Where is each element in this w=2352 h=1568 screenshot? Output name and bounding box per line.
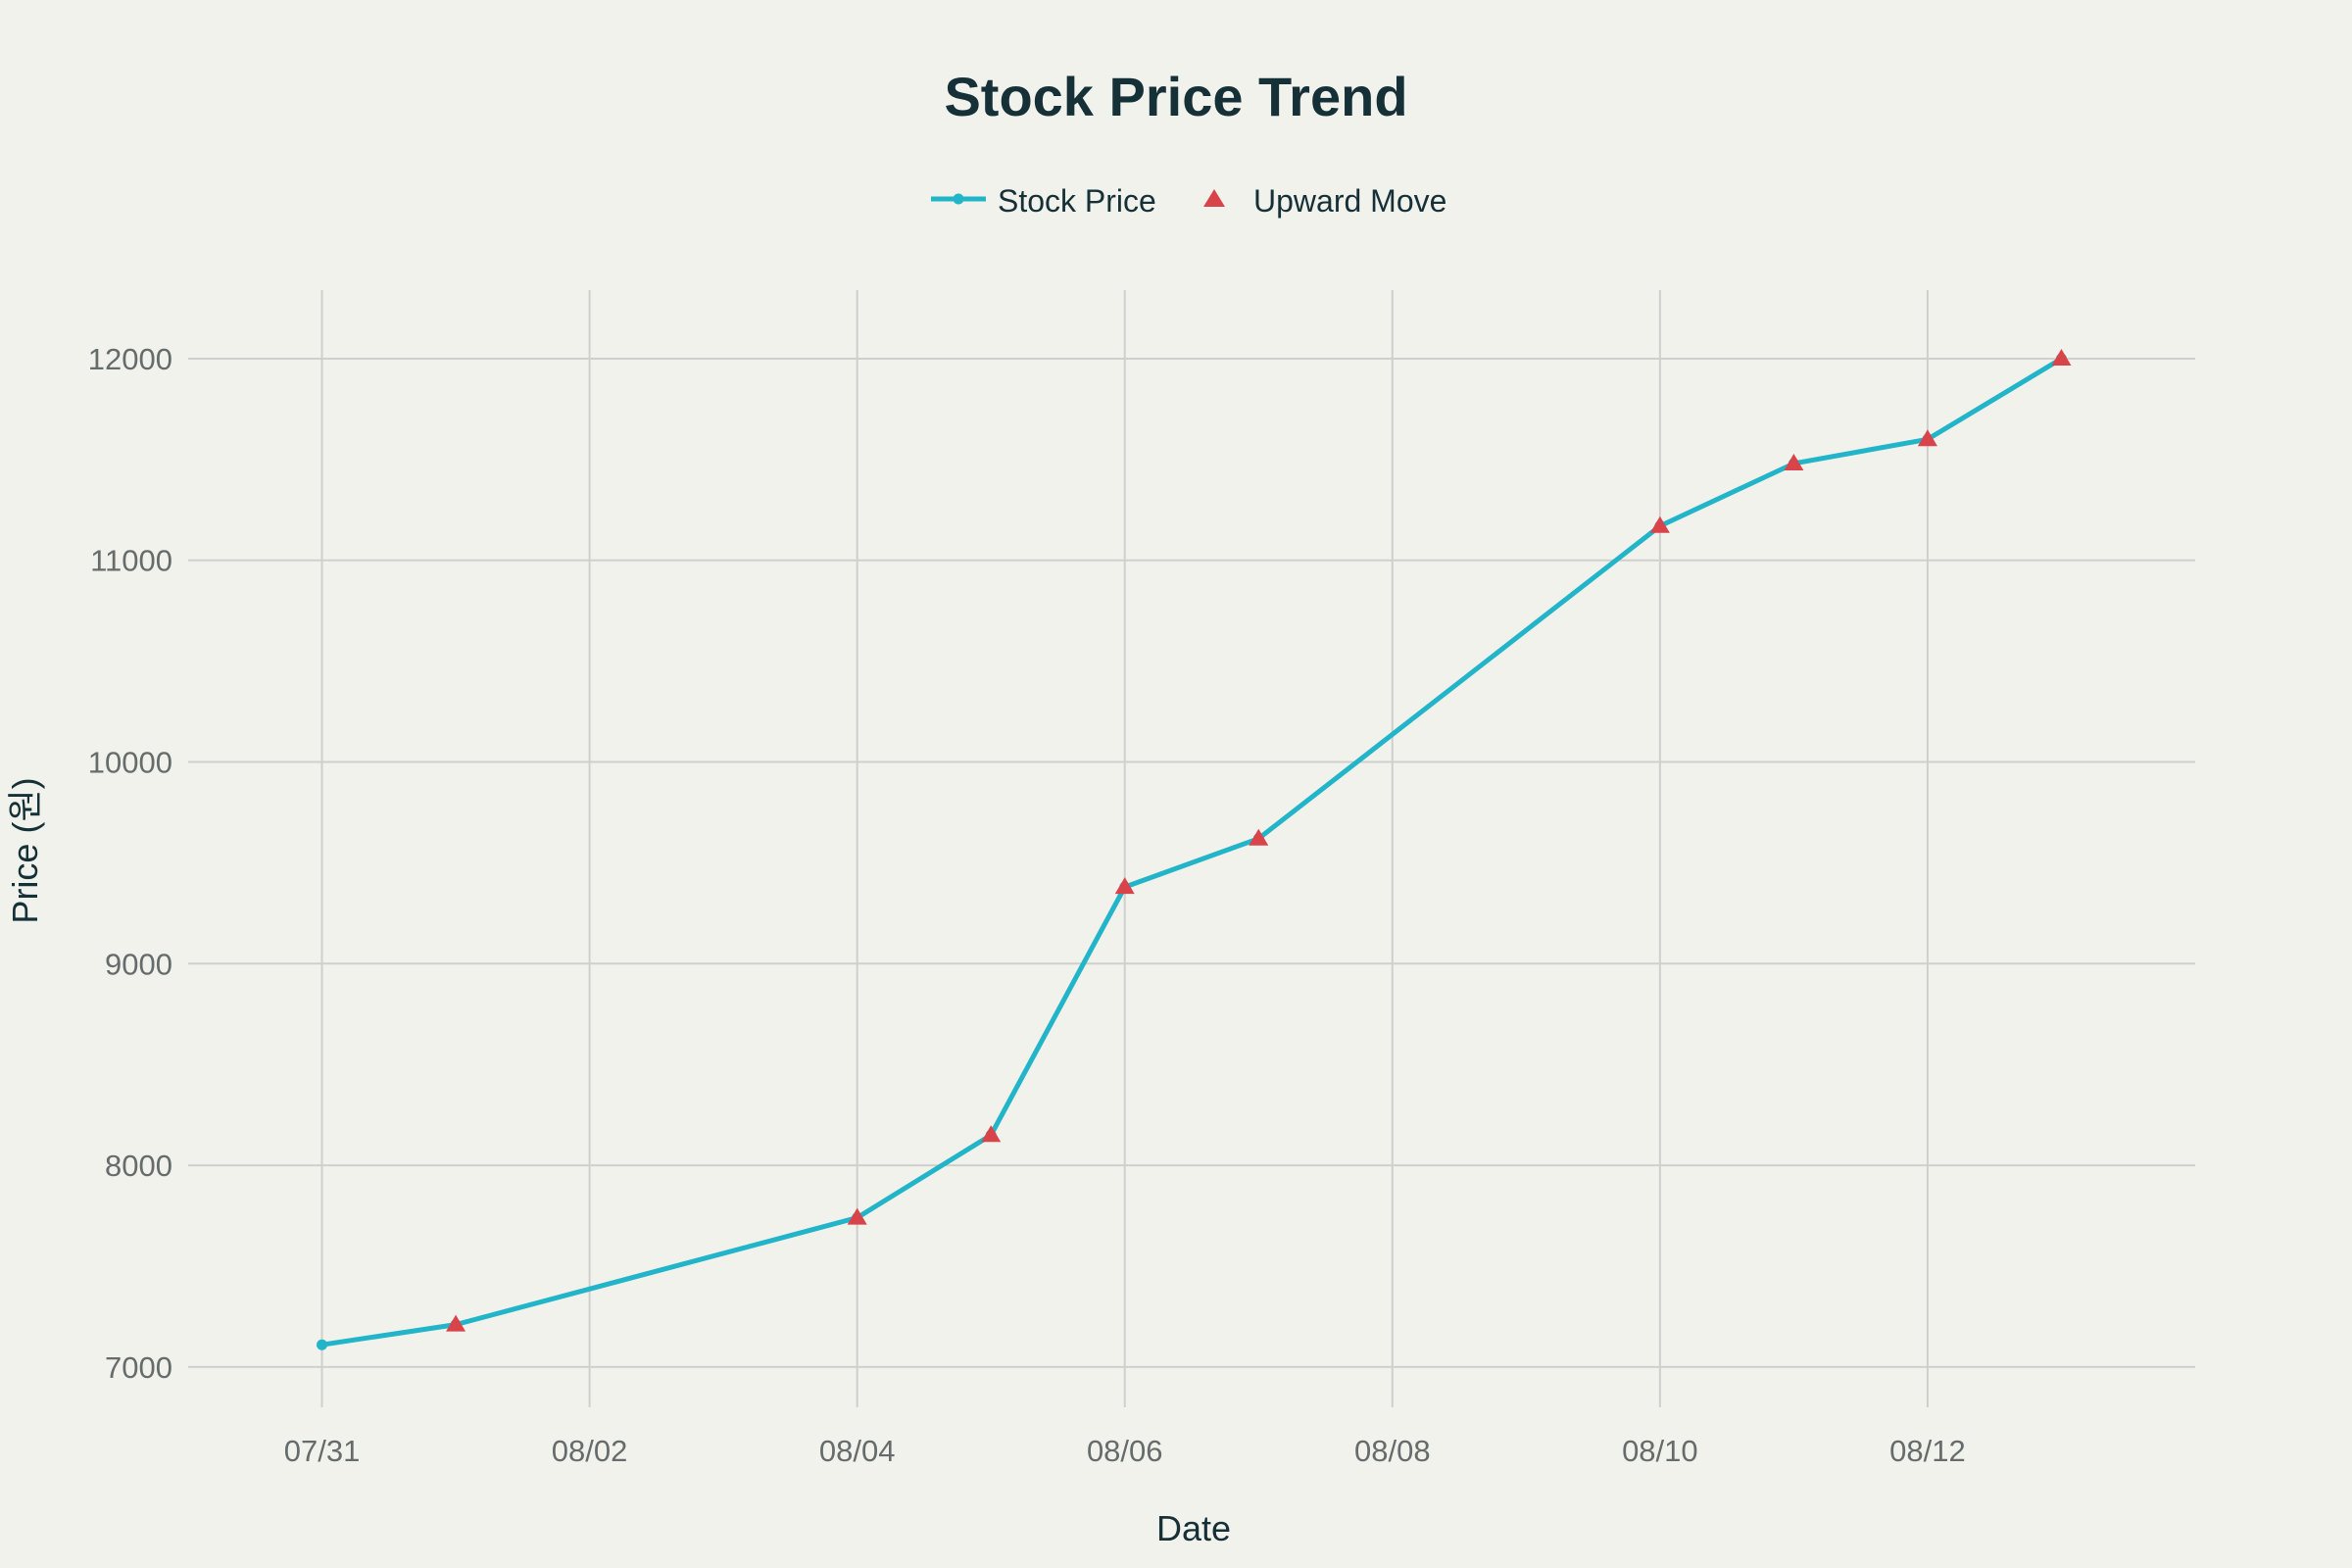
legend-label-stock-price: Stock Price [998,183,1156,219]
upward-move-marker[interactable] [1917,429,1937,447]
stock-price-line [319,356,2064,1348]
series-lines [319,356,2064,1348]
legend-circle-swatch [953,193,964,205]
x-tick-label: 08/04 [819,1434,896,1468]
x-tick-label: 08/12 [1889,1434,1966,1468]
upward-move-marker[interactable] [847,1207,867,1225]
y-tick-label: 8000 [105,1149,172,1183]
legend-item-stock-price[interactable]: Stock Price [931,183,1156,219]
gridlines [188,290,2195,1407]
y-tick-label: 10000 [88,746,172,780]
y-tick-label: 12000 [88,342,172,376]
y-axis-title: Price (원) [5,777,45,923]
stock-price-point[interactable] [317,1339,328,1350]
legend-label-upward-move: Upward Move [1253,183,1446,219]
y-tick-label: 11000 [90,544,172,578]
chart-title: Stock Price Trend [944,66,1407,127]
upward-move-marker[interactable] [446,1314,466,1332]
x-tick-label: 08/10 [1622,1434,1698,1468]
y-tick-label: 9000 [105,947,172,981]
x-tick-label: 08/06 [1087,1434,1163,1468]
upward-move-marker[interactable] [2051,348,2072,366]
upward-move-marker[interactable] [1784,453,1804,470]
legend-triangle-swatch [1203,189,1225,207]
y-axis-ticks: 7000 8000 9000 10000 11000 12000 [88,342,172,1385]
upward-move-marker[interactable] [1249,828,1269,846]
upward-move-marker[interactable] [981,1125,1002,1143]
upward-move-marker[interactable] [1114,877,1135,895]
x-axis-ticks: 07/31 08/02 08/04 08/06 08/08 08/10 08/12 [284,1434,1966,1468]
series-markers [317,348,2072,1350]
x-tick-label: 08/08 [1354,1434,1431,1468]
y-tick-label: 7000 [105,1350,172,1385]
legend-item-upward-move[interactable]: Upward Move [1203,183,1446,219]
legend: Stock Price Upward Move [931,183,1446,219]
upward-move-marker[interactable] [1649,515,1670,533]
x-tick-label: 08/02 [552,1434,628,1468]
x-axis-title: Date [1156,1508,1231,1548]
x-tick-label: 07/31 [284,1434,361,1468]
